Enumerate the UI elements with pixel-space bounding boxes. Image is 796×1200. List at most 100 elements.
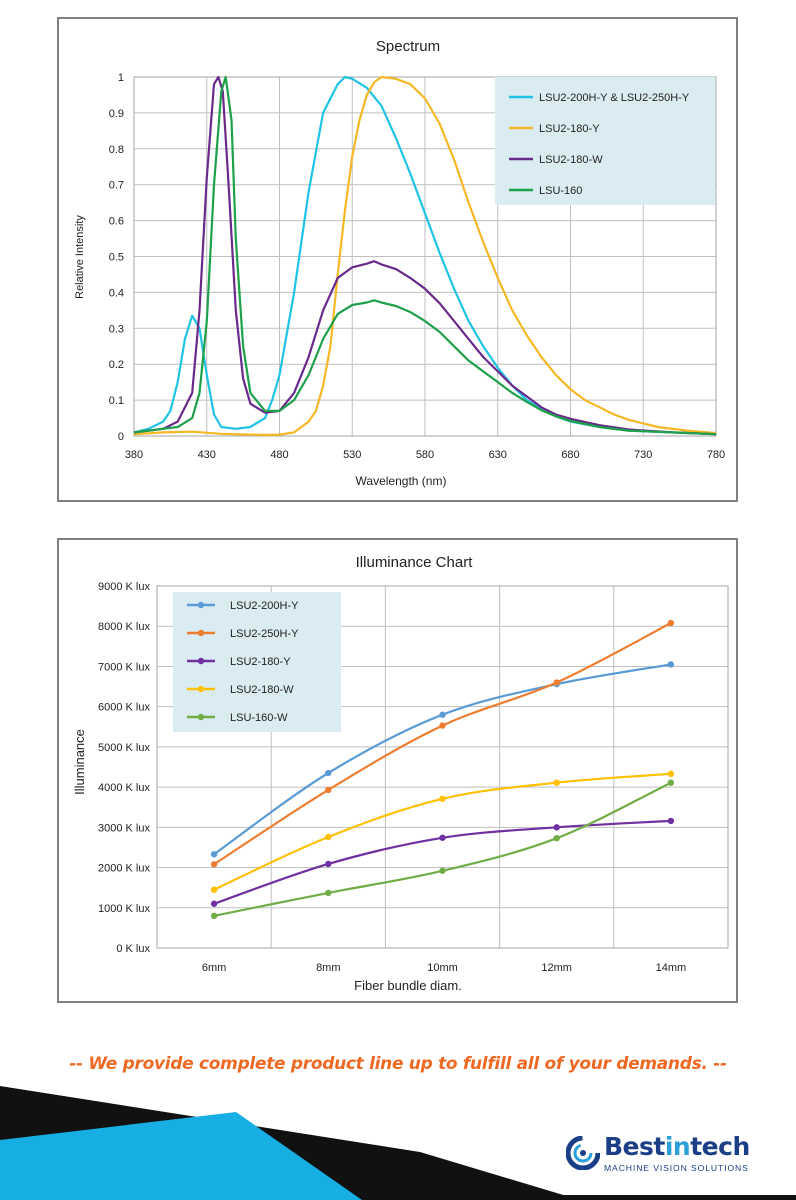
x-tick-label: 6mm: [202, 962, 226, 974]
blue-stripe: [0, 1112, 362, 1200]
legend-label: LSU2-180-W: [230, 684, 294, 696]
series-marker: [667, 770, 675, 778]
legend-label: LSU-160: [539, 185, 582, 197]
chart-title: Spectrum: [376, 38, 440, 55]
bestintech-logo: Bestintech MACHINE VISION SOLUTIONS: [566, 1132, 766, 1182]
x-tick-label: 780: [707, 449, 725, 461]
y-tick-label: 0.9: [109, 108, 124, 120]
x-tick-label: 480: [270, 449, 288, 461]
y-tick-label: 0.2: [109, 359, 124, 371]
y-tick-label: 3000 K lux: [98, 822, 150, 834]
y-tick-label: 0.7: [109, 180, 124, 192]
spectrum-chart: Spectrum 0 0.1 0.2 0.3 0.4 0.5 0.6 0.7 0.8 0.9 1 380…: [74, 38, 725, 488]
y-tick-label: 7000 K lux: [98, 661, 150, 673]
legend-box: [495, 77, 715, 205]
x-tick-label: 430: [198, 449, 216, 461]
series-marker: [667, 817, 675, 825]
y-tick-label: 2000 K lux: [98, 863, 150, 875]
legend-label: LSU2-180-Y: [230, 656, 291, 668]
legend-marker: [197, 601, 205, 609]
spectrum-chart-panel: Spectrum 0 0.1 0.2 0.3 0.4 0.5 0.6 0.7 0.8 0.9 1 380…: [57, 17, 738, 502]
series-line: [133, 75, 717, 436]
series-marker: [325, 769, 332, 777]
series-line: [133, 75, 717, 436]
logo-name-part1: Best: [604, 1132, 665, 1161]
illuminance-chart: Illuminance Chart 0 K lux 1000 K lux 2000 K…: [72, 554, 729, 993]
legend-label: LSU-160-W: [230, 712, 288, 724]
series-marker: [210, 900, 218, 907]
series-marker: [325, 786, 332, 794]
y-tick-label: 5000 K lux: [98, 742, 150, 754]
y-tick-label: 0.8: [109, 144, 124, 156]
x-tick-label: 530: [343, 449, 361, 461]
y-tick-label: 4000 K lux: [98, 782, 150, 794]
series-marker: [439, 867, 446, 874]
series-marker: [439, 795, 446, 802]
legend-label: LSU2-180-Y: [539, 123, 600, 135]
y-tick-label: 0: [118, 431, 124, 443]
x-tick-label: 8mm: [316, 962, 340, 974]
y-tick-label: 9000 K lux: [98, 581, 150, 593]
series-marker: [667, 661, 675, 668]
series-marker: [210, 912, 218, 920]
legend-label: LSU2-200H-Y: [230, 600, 299, 612]
y-tick-label: 6000 K lux: [98, 702, 150, 714]
x-tick-label: 380: [125, 449, 143, 461]
y-tick-label: 0.5: [109, 252, 124, 264]
legend-marker: [197, 713, 205, 721]
series-marker: [210, 861, 218, 868]
series-marker: [325, 833, 332, 841]
series-line: [133, 75, 717, 436]
legend-marker: [197, 657, 205, 665]
x-tick-label: 730: [634, 449, 652, 461]
series-marker: [667, 619, 675, 627]
y-axis-label: Relative Intensity: [74, 215, 86, 299]
x-tick-label: 10mm: [427, 962, 458, 974]
footer-line: [556, 1195, 796, 1200]
legend-marker: [197, 685, 205, 693]
x-tick-label: 14mm: [656, 962, 687, 974]
series-marker: [210, 851, 218, 858]
y-axis-label: Illuminance: [72, 729, 87, 795]
y-tick-label: 1000 K lux: [98, 903, 150, 915]
legend-label: LSU2-200H-Y & LSU2-250H-Y: [539, 92, 690, 104]
series-marker: [553, 779, 560, 786]
logo-name: Bestintech: [604, 1132, 750, 1161]
x-tick-label: 580: [416, 449, 434, 461]
logo-mark-icon: [566, 1136, 600, 1170]
x-axis-label: Fiber bundle diam.: [354, 978, 462, 993]
y-tick-label: 0 K lux: [116, 943, 150, 955]
plot-area-border: [156, 585, 729, 949]
tagline: -- We provide complete product line up t…: [69, 1054, 727, 1074]
black-stripe: [0, 1086, 580, 1200]
series-marker: [667, 779, 675, 786]
series-marker: [439, 834, 446, 841]
x-tick-label: 680: [561, 449, 579, 461]
series-marker: [325, 889, 332, 897]
x-tick-label: 630: [489, 449, 507, 461]
series-marker: [439, 711, 446, 718]
series-line: [133, 75, 717, 436]
x-axis-label: Wavelength (nm): [356, 474, 447, 488]
series-marker: [553, 834, 560, 842]
series-line: [213, 819, 671, 905]
y-tick-label: 0.1: [109, 395, 124, 407]
series-marker: [210, 886, 218, 893]
x-tick-label: 12mm: [541, 962, 572, 974]
chart-title: Illuminance Chart: [356, 554, 474, 571]
logo-name-part3: tech: [690, 1132, 750, 1161]
y-tick-label: 0.6: [109, 216, 124, 228]
legend-label: LSU2-250H-Y: [230, 628, 299, 640]
illuminance-chart-panel: Illuminance Chart 0 K lux 1000 K lux 2000 K…: [57, 538, 738, 1003]
plot-area-border: [133, 76, 717, 437]
series-marker: [553, 824, 560, 831]
logo-subtitle: MACHINE VISION SOLUTIONS: [604, 1163, 749, 1173]
y-tick-label: 0.3: [109, 323, 124, 335]
legend-marker: [197, 629, 205, 637]
y-tick-label: 0.4: [109, 287, 124, 299]
series-marker: [325, 860, 332, 868]
y-tick-label: 1: [118, 72, 124, 84]
y-tick-label: 8000 K lux: [98, 621, 150, 633]
logo-name-part2: in: [664, 1132, 691, 1161]
series-marker: [439, 722, 446, 729]
